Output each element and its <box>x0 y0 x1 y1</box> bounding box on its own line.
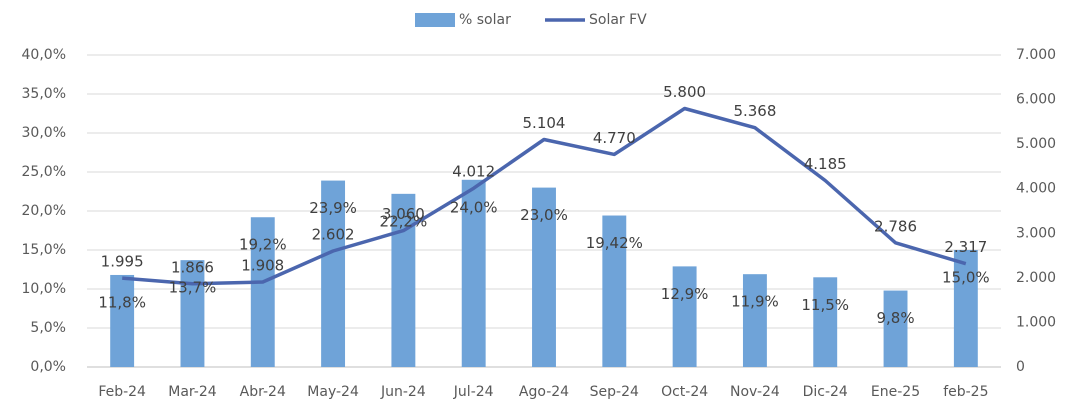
data-label: 9,8% <box>876 309 914 327</box>
bar <box>883 290 908 367</box>
y-tick-label: 15,0% <box>22 242 66 258</box>
y2-tick-label: 1.000 <box>1016 314 1056 330</box>
x-tick-label: Feb-24 <box>98 384 146 400</box>
data-label: 19,42% <box>586 234 643 252</box>
data-label: 2.317 <box>944 238 987 256</box>
legend-swatch <box>415 13 455 27</box>
data-label: 23,0% <box>520 206 568 224</box>
data-label: 13,7% <box>169 279 217 297</box>
line <box>122 106 967 286</box>
bar <box>742 274 767 367</box>
data-label: 22,2% <box>380 212 428 230</box>
y-tick-label: 5,0% <box>30 320 66 336</box>
data-label: 2.602 <box>312 226 355 244</box>
bar <box>391 193 416 367</box>
x-tick-label: Oct-24 <box>661 384 708 400</box>
data-label: 11,5% <box>801 296 849 314</box>
x-tick-label: Mar-24 <box>168 384 216 400</box>
bar <box>110 274 135 367</box>
data-label: 4.012 <box>452 163 495 181</box>
data-label: 5.368 <box>733 102 776 120</box>
data-label: 23,9% <box>309 199 357 217</box>
data-label: 5.800 <box>663 83 706 101</box>
y-tick-label: 0,0% <box>30 359 66 375</box>
data-label: 24,0% <box>450 198 498 216</box>
bar <box>953 250 978 367</box>
x-tick-label: Ene-25 <box>871 384 920 400</box>
data-label: 4.185 <box>804 155 847 173</box>
data-label: 5.104 <box>523 114 566 132</box>
y-tick-label: 10,0% <box>22 281 66 297</box>
data-label: 1.995 <box>101 253 144 271</box>
data-label: 12,9% <box>661 285 709 303</box>
bar <box>672 266 697 367</box>
data-label: 11,9% <box>731 293 779 311</box>
y2-tick-label: 3.000 <box>1016 225 1056 241</box>
data-label: 15,0% <box>942 269 990 287</box>
y-tick-label: 40,0% <box>22 47 66 63</box>
data-label: 2.786 <box>874 217 917 235</box>
y2-tick-label: 6.000 <box>1016 92 1056 108</box>
y-tick-label: 35,0% <box>22 86 66 102</box>
y2-tick-label: 4.000 <box>1016 181 1056 197</box>
x-tick-label: Sep-24 <box>590 384 639 400</box>
x-tick-label: Jun-24 <box>380 384 426 400</box>
x-tick-label: Abr-24 <box>240 384 286 400</box>
data-label: 1.866 <box>171 258 214 276</box>
bar <box>250 217 275 367</box>
x-tick-label: May-24 <box>307 384 359 400</box>
x-tick-label: Jul-24 <box>453 384 494 400</box>
x-tick-label: Nov-24 <box>730 384 780 400</box>
bar <box>532 187 556 367</box>
data-label: 1.908 <box>241 256 284 274</box>
y2-tick-label: 5.000 <box>1016 136 1056 152</box>
bar <box>321 180 346 367</box>
data-label: 11,8% <box>98 293 146 311</box>
bar <box>180 260 205 367</box>
x-tick-label: Ago-24 <box>519 384 569 400</box>
legend-label: % solar <box>459 12 511 28</box>
y-tick-label: 30,0% <box>22 125 66 141</box>
x-tick-label: feb-25 <box>943 384 988 400</box>
legend-label: Solar FV <box>589 12 647 28</box>
y-tick-label: 20,0% <box>22 203 66 219</box>
data-label: 3.060 <box>382 205 425 223</box>
bar <box>813 277 838 367</box>
bar <box>461 179 486 367</box>
y2-tick-label: 0 <box>1016 359 1025 375</box>
y2-tick-label: 2.000 <box>1016 270 1056 286</box>
data-label: 19,2% <box>239 236 287 254</box>
y2-tick-label: 7.000 <box>1016 47 1056 63</box>
data-label: 4.770 <box>593 129 636 147</box>
x-tick-label: Dic-24 <box>803 384 848 400</box>
y-tick-label: 25,0% <box>22 164 66 180</box>
bar <box>602 215 627 367</box>
